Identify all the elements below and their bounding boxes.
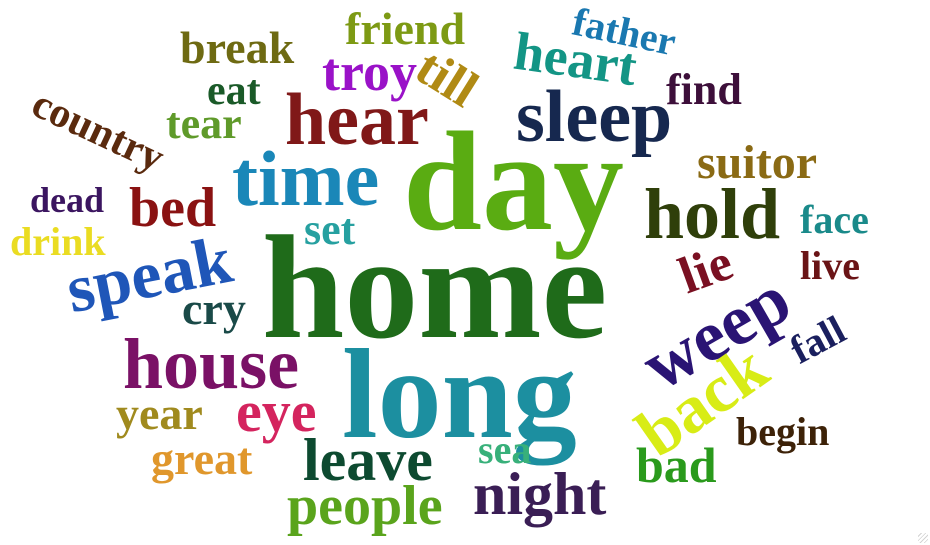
word-leave: leave (303, 427, 433, 493)
word-day: day (403, 102, 624, 260)
word-home: home (262, 206, 608, 370)
word-hear: hear (285, 79, 429, 161)
word-suitor: suitor (697, 136, 817, 189)
word-night: night (473, 461, 607, 527)
word-begin: begin (736, 409, 830, 454)
word-set: set (304, 205, 356, 254)
word-house: house (123, 324, 300, 404)
word-drink: drink (10, 219, 106, 264)
word-cry: cry (182, 283, 246, 334)
word-eat: eat (207, 68, 261, 114)
word-sleep: sleep (516, 76, 673, 158)
word-tear: tear (166, 99, 242, 148)
word-long: long (342, 323, 577, 465)
word-dead: dead (30, 180, 105, 220)
word-bad: bad (636, 437, 717, 493)
word-time: time (232, 135, 380, 222)
word-sea: sea (478, 427, 532, 472)
resize-grip-icon (918, 533, 928, 543)
word-people: people (287, 475, 443, 537)
word-bed: bed (129, 177, 217, 239)
word-friend: friend (345, 3, 466, 54)
word-great: great (151, 433, 253, 484)
word-live: live (800, 243, 860, 288)
word-face: face (800, 197, 869, 242)
word-troy: troy (322, 42, 417, 102)
word-year: year (116, 388, 203, 439)
word-hold: hold (644, 174, 781, 254)
word-find: find (666, 65, 742, 114)
word-eye: eye (236, 379, 317, 444)
word-country: country (24, 80, 172, 182)
word-break: break (180, 22, 295, 73)
